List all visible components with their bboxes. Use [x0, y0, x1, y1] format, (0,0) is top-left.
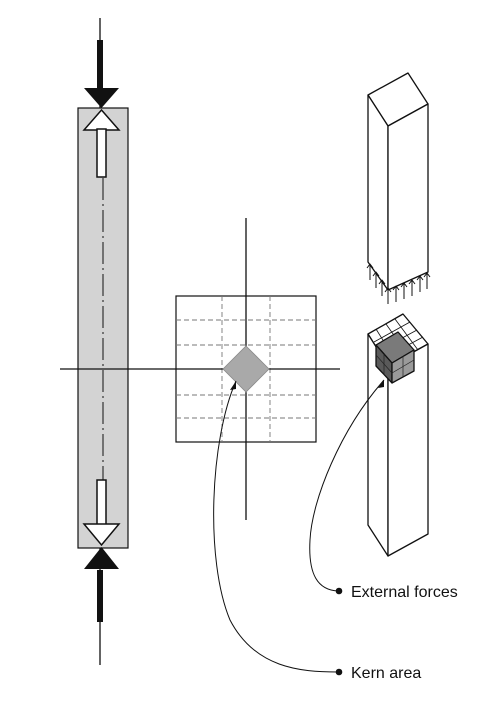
- top-reaction-shaft: [96, 128, 107, 178]
- kern-area-label: Kern area: [351, 665, 421, 682]
- column-elevation: [77, 18, 129, 665]
- upper-block-right-face: [387, 103, 429, 291]
- bottom-force-shaft: [97, 570, 103, 622]
- lower-block-right-face: [387, 343, 429, 557]
- external-forces-dot: [335, 587, 343, 595]
- kern-area-dot: [335, 668, 343, 676]
- bottom-reaction-shaft: [96, 479, 107, 526]
- kern-area-leader-arrowhead: [230, 381, 236, 390]
- top-external-force-arrow: [84, 88, 119, 108]
- upper-block-left-face: [367, 94, 389, 291]
- kern-area-diamond: [222, 345, 270, 393]
- kern-area-leader: [213, 380, 339, 673]
- external-forces-leader: [309, 379, 385, 592]
- isometric-column: [366, 72, 431, 557]
- external-forces-label: External forces: [351, 584, 458, 601]
- upper-cut-arrows: [366, 263, 431, 304]
- callouts: External forces Kern area: [213, 379, 458, 682]
- cross-section: [60, 218, 340, 520]
- top-force-shaft: [97, 40, 103, 92]
- bottom-reaction-arrowhead: [82, 523, 121, 547]
- bottom-external-force-arrow: [84, 547, 119, 569]
- external-forces-leader-arrowhead: [378, 380, 384, 388]
- kern-box-grid: [375, 354, 415, 377]
